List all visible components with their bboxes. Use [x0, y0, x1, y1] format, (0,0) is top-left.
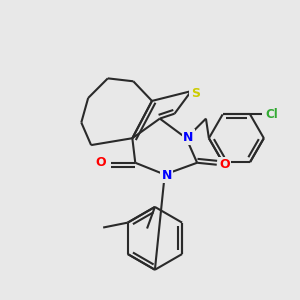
Text: N: N: [183, 131, 194, 144]
Text: Cl: Cl: [265, 108, 278, 121]
Text: O: O: [96, 156, 106, 169]
Text: S: S: [190, 87, 200, 100]
Text: N: N: [161, 169, 172, 182]
Text: O: O: [219, 158, 230, 171]
